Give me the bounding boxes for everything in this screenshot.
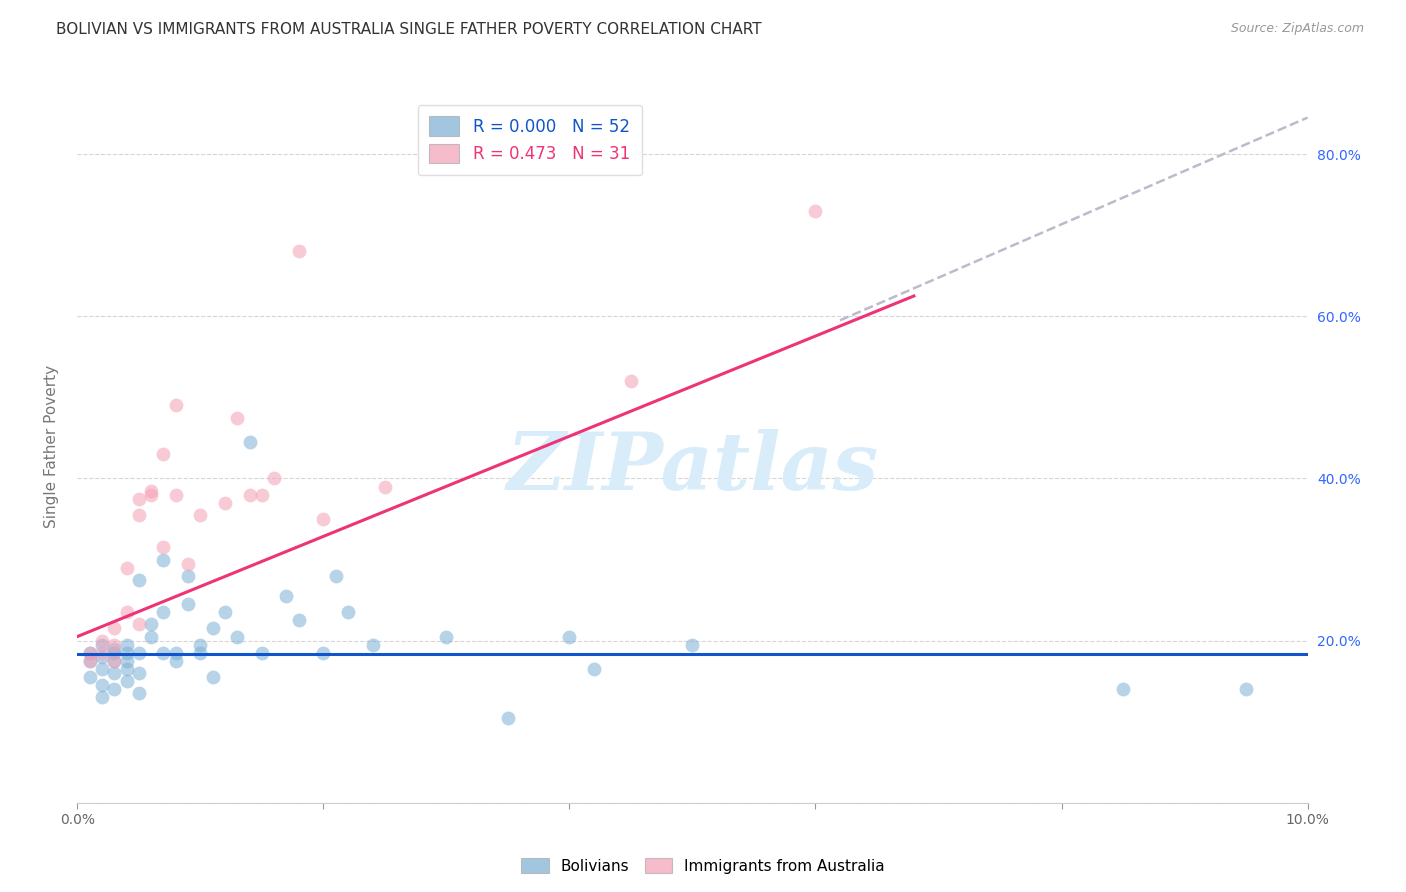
Point bbox=[1234, 682, 1257, 697]
Point bbox=[90, 690, 114, 705]
Point bbox=[165, 654, 187, 668]
Point bbox=[226, 410, 249, 425]
Point bbox=[177, 597, 200, 611]
Point bbox=[115, 646, 138, 660]
Point bbox=[103, 646, 125, 660]
Point bbox=[214, 496, 236, 510]
Point bbox=[226, 630, 249, 644]
Point bbox=[152, 541, 174, 555]
Point bbox=[79, 654, 101, 668]
Point bbox=[79, 654, 101, 668]
Point bbox=[312, 512, 335, 526]
Point bbox=[152, 552, 174, 566]
Point bbox=[128, 646, 150, 660]
Point bbox=[90, 649, 114, 664]
Point bbox=[141, 483, 163, 498]
Point bbox=[90, 662, 114, 676]
Point bbox=[103, 666, 125, 681]
Point bbox=[128, 666, 150, 681]
Point bbox=[90, 638, 114, 652]
Point bbox=[115, 674, 138, 689]
Y-axis label: Single Father Poverty: Single Father Poverty bbox=[44, 365, 59, 527]
Point bbox=[79, 646, 101, 660]
Point bbox=[128, 508, 150, 522]
Point bbox=[436, 630, 458, 644]
Text: Source: ZipAtlas.com: Source: ZipAtlas.com bbox=[1230, 22, 1364, 36]
Legend: Bolivians, Immigrants from Australia: Bolivians, Immigrants from Australia bbox=[515, 852, 891, 880]
Point bbox=[804, 203, 827, 218]
Point bbox=[165, 399, 187, 413]
Point bbox=[152, 605, 174, 619]
Point bbox=[188, 646, 212, 660]
Point bbox=[141, 617, 163, 632]
Point bbox=[1112, 682, 1135, 697]
Point bbox=[79, 646, 101, 660]
Point bbox=[128, 617, 150, 632]
Point bbox=[115, 560, 138, 574]
Point bbox=[250, 646, 273, 660]
Point bbox=[103, 654, 125, 668]
Point bbox=[79, 670, 101, 684]
Point bbox=[276, 589, 298, 603]
Point bbox=[115, 638, 138, 652]
Point bbox=[288, 613, 311, 627]
Point bbox=[496, 711, 519, 725]
Point bbox=[214, 605, 236, 619]
Point bbox=[250, 488, 273, 502]
Point bbox=[152, 646, 174, 660]
Point bbox=[90, 646, 114, 660]
Point bbox=[263, 471, 285, 485]
Point bbox=[312, 646, 335, 660]
Point bbox=[103, 682, 125, 697]
Point bbox=[188, 638, 212, 652]
Point bbox=[361, 638, 384, 652]
Text: ZIPatlas: ZIPatlas bbox=[506, 429, 879, 506]
Point bbox=[558, 630, 581, 644]
Point bbox=[165, 646, 187, 660]
Point bbox=[188, 508, 212, 522]
Point bbox=[103, 654, 125, 668]
Point bbox=[90, 633, 114, 648]
Point bbox=[177, 557, 200, 571]
Legend: R = 0.000   N = 52, R = 0.473   N = 31: R = 0.000 N = 52, R = 0.473 N = 31 bbox=[418, 104, 641, 175]
Point bbox=[374, 479, 396, 493]
Point bbox=[115, 662, 138, 676]
Point bbox=[288, 244, 311, 259]
Point bbox=[337, 605, 360, 619]
Point bbox=[103, 638, 125, 652]
Point bbox=[115, 605, 138, 619]
Point bbox=[325, 568, 347, 582]
Point bbox=[90, 678, 114, 692]
Point bbox=[239, 488, 262, 502]
Point bbox=[115, 654, 138, 668]
Text: BOLIVIAN VS IMMIGRANTS FROM AUSTRALIA SINGLE FATHER POVERTY CORRELATION CHART: BOLIVIAN VS IMMIGRANTS FROM AUSTRALIA SI… bbox=[56, 22, 762, 37]
Point bbox=[103, 641, 125, 656]
Point bbox=[103, 622, 125, 636]
Point bbox=[239, 434, 262, 449]
Point bbox=[620, 374, 643, 388]
Point bbox=[201, 670, 224, 684]
Point bbox=[177, 568, 200, 582]
Point bbox=[201, 622, 224, 636]
Point bbox=[141, 488, 163, 502]
Point bbox=[128, 686, 150, 700]
Point bbox=[128, 573, 150, 587]
Point bbox=[141, 630, 163, 644]
Point bbox=[165, 488, 187, 502]
Point bbox=[583, 662, 606, 676]
Point bbox=[128, 491, 150, 506]
Point bbox=[152, 447, 174, 461]
Point bbox=[682, 638, 704, 652]
